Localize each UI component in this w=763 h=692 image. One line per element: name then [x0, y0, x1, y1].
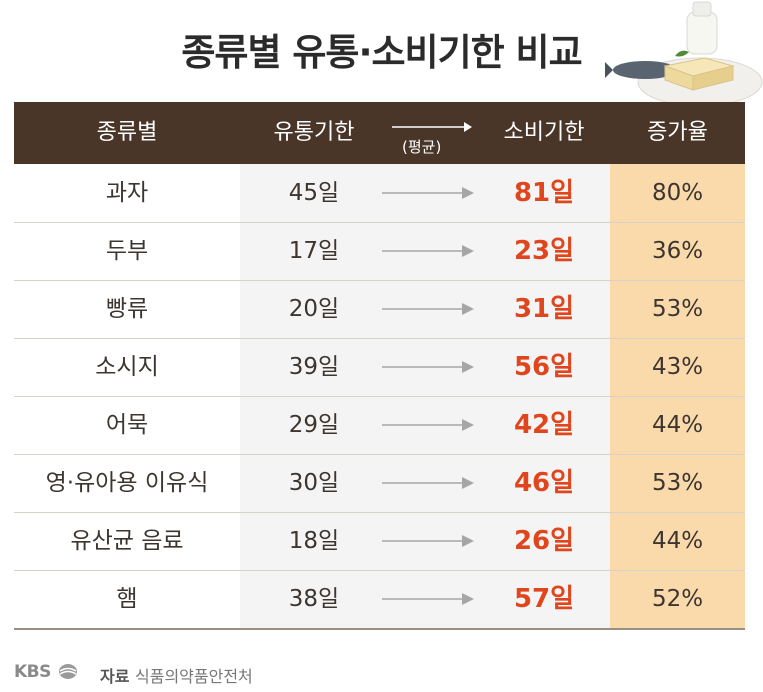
arrow-icon [382, 245, 474, 257]
distribution-cell: 38일 [288, 586, 340, 612]
category-cell: 빵류 [105, 296, 149, 322]
kbs-logo-icon [59, 664, 77, 679]
category-cell: 과자 [105, 180, 149, 206]
arrow-icon [382, 361, 474, 373]
arrow-icon [382, 593, 474, 605]
comparison-table: 종류별 유통기한 (평균) 소비기한 증가율 과자 45일 81일 80% 두부 17일 2… [14, 102, 745, 630]
increase-cell: 43% [651, 354, 704, 380]
distribution-cell: 30일 [288, 470, 340, 496]
distribution-cell: 45일 [288, 180, 340, 206]
arrow-icon [382, 187, 474, 199]
table-row: 과자 45일 81일 80% [14, 164, 745, 223]
arrow-icon [382, 419, 474, 431]
category-cell: 유산균 음료 [70, 528, 184, 554]
consumption-cell: 57일 [513, 584, 575, 614]
table-row: 영·유아용 이유식 30일 46일 53% [14, 454, 745, 513]
consumption-cell: 46일 [513, 468, 575, 498]
increase-cell: 80% [651, 180, 704, 206]
consumption-cell: 31일 [513, 294, 575, 324]
header-distribution: 유통기한 [273, 120, 355, 145]
consumption-cell: 81일 [513, 178, 575, 208]
distribution-cell: 39일 [288, 354, 340, 380]
distribution-cell: 29일 [288, 412, 340, 438]
category-cell: 소시지 [95, 354, 159, 380]
distribution-cell: 18일 [288, 528, 340, 554]
consumption-cell: 42일 [513, 410, 575, 440]
arrow-icon [382, 477, 474, 489]
source-text: 식품의약품안전처 [135, 667, 253, 686]
increase-cell: 53% [651, 296, 704, 322]
header-arrow-icon [392, 122, 472, 132]
header-increase: 증가율 [647, 120, 708, 145]
food-illustration [605, 1, 763, 107]
table-row: 소시지 39일 56일 43% [14, 338, 745, 397]
arrow-icon [382, 535, 474, 547]
distribution-cell: 17일 [288, 238, 340, 264]
increase-column-background [610, 164, 745, 630]
increase-cell: 53% [651, 470, 704, 496]
increase-cell: 36% [651, 238, 704, 264]
increase-cell: 44% [651, 412, 704, 438]
table-header: 종류별 유통기한 (평균) 소비기한 증가율 [14, 102, 745, 164]
table-row: 두부 17일 23일 36% [14, 222, 745, 281]
category-cell: 두부 [105, 238, 149, 264]
category-cell: 햄 [116, 586, 138, 612]
header-consumption: 소비기한 [503, 120, 585, 145]
middle-column-background [240, 164, 610, 630]
arrow-icon [382, 303, 474, 315]
table-row: 어묵 29일 42일 44% [14, 396, 745, 455]
header-average-note: (평균) [402, 138, 442, 156]
distribution-cell: 20일 [288, 296, 340, 322]
category-cell: 어묵 [105, 412, 149, 438]
increase-cell: 44% [651, 528, 704, 554]
table-row: 빵류 20일 31일 53% [14, 280, 745, 339]
category-cell: 영·유아용 이유식 [45, 470, 209, 496]
increase-cell: 52% [651, 586, 704, 612]
table-row: 햄 38일 57일 52% [14, 570, 745, 630]
consumption-cell: 56일 [513, 352, 575, 382]
consumption-cell: 23일 [513, 236, 575, 266]
header-category: 종류별 [96, 120, 158, 145]
table-row: 유산균 음료 18일 26일 44% [14, 512, 745, 571]
consumption-cell: 26일 [513, 526, 575, 556]
kbs-logo: KBS [14, 662, 51, 682]
source-label: 자료 [100, 667, 130, 686]
chart-title: 종류별 유통·소비기한 비교 [181, 31, 582, 74]
